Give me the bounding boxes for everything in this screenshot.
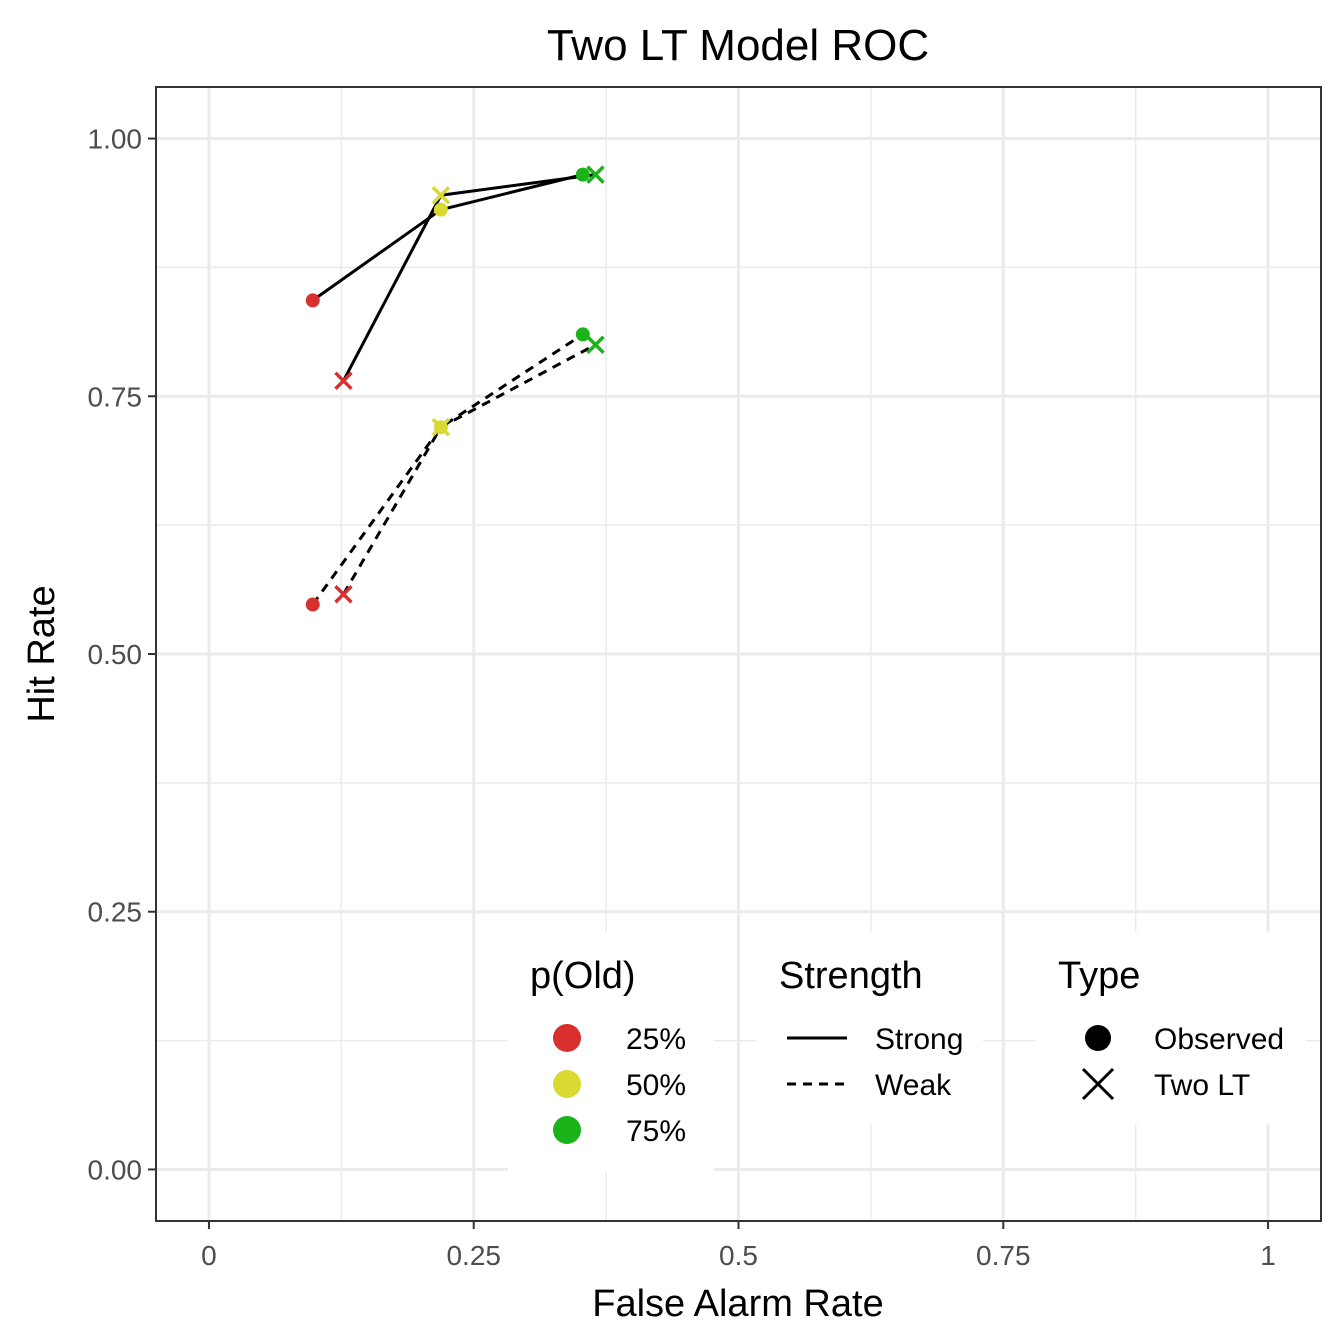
data-point-two-lt [431, 186, 451, 205]
data-point-observed [305, 597, 320, 612]
legend-group-shape: Type Observed Two LT [1036, 932, 1306, 1124]
legend-background [508, 932, 714, 1172]
legend-key-color [553, 1116, 581, 1144]
legend-background [757, 932, 983, 1124]
legend-label: 25% [626, 1023, 686, 1056]
series-line-weak-two-lt [342, 343, 597, 595]
legend: p(Old) 25% 50% 75% Strength Strong Weak Type Obs… [508, 932, 1306, 1172]
legend-key-shape [1085, 1025, 1111, 1051]
x-tick-label: 0.5 [719, 1240, 758, 1271]
x-tick-label: 1 [1260, 1240, 1276, 1271]
data-point-observed [305, 293, 320, 308]
plot-series [305, 165, 605, 612]
x-tick-label: 0.25 [446, 1240, 501, 1271]
y-axis-ticks: 0.00 0.25 0.50 0.75 1.00 [88, 124, 156, 1185]
data-point-two-lt [586, 335, 605, 354]
legend-key-color [553, 1024, 581, 1052]
data-point-two-lt [431, 417, 451, 437]
data-point-two-lt [334, 584, 353, 604]
legend-label: Weak [875, 1069, 952, 1102]
x-axis-ticks: 0 0.25 0.5 0.75 1 [201, 1221, 1276, 1271]
legend-label: 50% [626, 1069, 686, 1102]
series-line-weak-observed [311, 333, 584, 606]
data-point-observed [575, 167, 590, 182]
legend-key-color [553, 1070, 581, 1098]
legend-label: Observed [1154, 1023, 1284, 1056]
y-tick-label: 0.25 [88, 897, 143, 928]
legend-label: Two LT [1154, 1069, 1250, 1102]
legend-title: p(Old) [530, 955, 636, 997]
data-point-two-lt [334, 371, 353, 391]
x-tick-label: 0 [201, 1240, 217, 1271]
legend-group-color: p(Old) 25% 50% 75% [508, 932, 714, 1172]
legend-label: 75% [626, 1115, 686, 1148]
data-point-observed [575, 327, 590, 342]
y-axis-title: Hit Rate [21, 585, 63, 722]
legend-key-shape [1081, 1067, 1115, 1101]
y-tick-label: 1.00 [88, 124, 143, 155]
chart-title: Two LT Model ROC [547, 21, 929, 70]
data-point-two-lt [586, 165, 605, 184]
y-tick-label: 0.00 [88, 1154, 143, 1185]
legend-label: Strong [875, 1023, 963, 1056]
y-tick-label: 0.75 [88, 381, 143, 412]
legend-background [1036, 932, 1306, 1124]
x-axis-title: False Alarm Rate [592, 1283, 883, 1325]
legend-title: Type [1058, 955, 1140, 997]
legend-title: Strength [779, 955, 923, 997]
x-tick-label: 0.75 [976, 1240, 1031, 1271]
legend-group-linetype: Strength Strong Weak [757, 932, 983, 1124]
data-point-observed [433, 202, 448, 217]
y-tick-label: 0.50 [88, 639, 143, 670]
